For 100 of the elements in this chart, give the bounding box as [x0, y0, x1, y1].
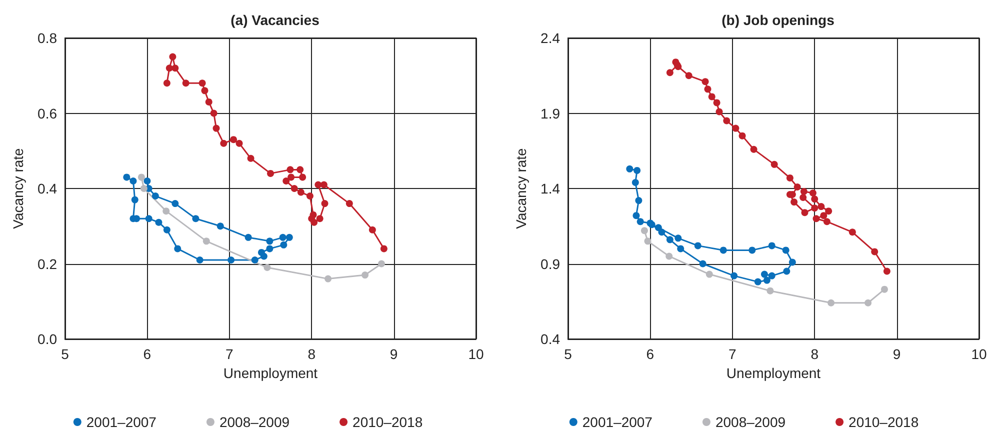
chart-title: (a) Vacancies	[230, 12, 320, 28]
point	[264, 264, 271, 272]
y-axis-title: Vacancy rate	[513, 148, 529, 229]
point	[266, 238, 274, 245]
point	[310, 211, 317, 218]
point	[346, 200, 353, 208]
x-tick-label: 7	[728, 346, 736, 362]
legend-label: 2008–2009	[715, 414, 786, 430]
point	[763, 276, 770, 284]
legend-label: 2010–2018	[352, 414, 423, 430]
x-tick-label: 10	[468, 346, 484, 362]
point	[163, 80, 170, 87]
y-tick-label: 0.8	[38, 30, 58, 46]
point	[123, 174, 130, 181]
point	[820, 212, 828, 220]
x-tick-label: 9	[390, 346, 398, 362]
point	[708, 93, 716, 100]
point	[202, 238, 210, 245]
chart-title: (b) Job openings	[722, 12, 835, 28]
legend-label: 2001–2007	[582, 414, 653, 430]
point	[220, 140, 228, 147]
point	[666, 69, 674, 76]
point	[782, 246, 790, 254]
point	[155, 218, 162, 226]
point	[228, 256, 235, 264]
x-tick-label: 5	[564, 346, 572, 362]
point	[636, 218, 644, 226]
point	[236, 140, 243, 147]
point	[823, 218, 830, 226]
point	[297, 188, 304, 196]
point	[674, 234, 682, 242]
point	[286, 166, 294, 174]
y-tick-label: 1.9	[540, 105, 560, 122]
point	[811, 196, 818, 203]
point	[378, 260, 385, 268]
y-tick-label: 0.9	[540, 256, 560, 272]
point	[640, 227, 648, 234]
point	[192, 215, 200, 222]
point	[140, 185, 148, 192]
point	[730, 272, 738, 280]
x-tick-label: 7	[226, 346, 234, 362]
y-axis-title: Vacancy rate	[10, 148, 26, 229]
point	[723, 117, 730, 124]
point	[174, 245, 182, 252]
point	[634, 166, 641, 174]
x-axis-title: Unemployment	[726, 364, 821, 381]
y-tick-label: 0.0	[38, 331, 58, 347]
point	[210, 110, 218, 117]
point	[699, 260, 706, 268]
point	[138, 174, 145, 181]
x-tick-label: 10	[971, 346, 987, 362]
point	[244, 234, 252, 241]
point	[883, 268, 890, 275]
point	[809, 190, 816, 197]
point	[316, 215, 324, 222]
point	[362, 272, 369, 279]
point	[145, 215, 152, 222]
point	[290, 185, 298, 192]
x-tick-label: 9	[892, 346, 901, 362]
point	[288, 174, 295, 181]
x-tick-label: 8	[308, 346, 316, 362]
point	[794, 183, 801, 190]
legend-label: 2001–2007	[86, 414, 157, 430]
point	[201, 87, 208, 94]
point	[314, 181, 322, 188]
point	[205, 98, 212, 106]
point	[644, 238, 652, 245]
point	[818, 203, 825, 210]
point	[750, 146, 758, 153]
legend-label: 2010–2018	[848, 414, 919, 430]
point	[267, 170, 274, 177]
point	[632, 212, 640, 220]
point	[786, 174, 794, 182]
point	[783, 268, 790, 275]
point	[286, 234, 293, 241]
point	[635, 197, 642, 204]
point	[172, 200, 179, 208]
point	[280, 241, 288, 248]
x-axis-title: Unemployment	[223, 364, 318, 381]
point	[368, 226, 376, 234]
point	[848, 228, 856, 236]
point	[282, 177, 290, 184]
point	[166, 64, 173, 72]
point	[766, 287, 774, 294]
point	[677, 245, 684, 252]
point	[825, 208, 832, 215]
point	[720, 246, 727, 254]
point	[279, 234, 286, 241]
point	[732, 124, 740, 132]
point	[685, 72, 692, 80]
point	[788, 258, 796, 266]
point	[216, 222, 224, 230]
point	[706, 270, 713, 278]
point	[864, 299, 872, 306]
y-tick-label: 2.4	[540, 30, 560, 46]
point	[324, 275, 332, 282]
point	[800, 188, 808, 196]
point	[296, 166, 304, 174]
point	[632, 178, 639, 186]
point	[320, 181, 328, 188]
